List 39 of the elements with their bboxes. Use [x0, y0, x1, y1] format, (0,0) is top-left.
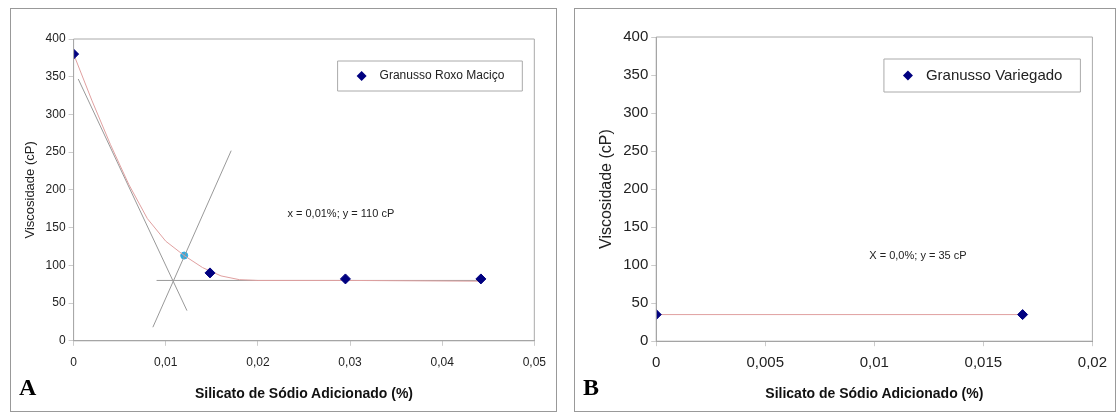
x-tick-label: 0,01 [154, 355, 178, 370]
text: B [583, 374, 600, 400]
x-tick-label: 0,05 [522, 355, 547, 370]
y-tick-label: 400 [45, 31, 66, 46]
x-tick-label: 0,01 [859, 353, 889, 371]
y-tick-label: 100 [623, 255, 649, 273]
x-tick-label: 0,03 [338, 355, 363, 370]
x-tick-label: 0,02 [1077, 353, 1107, 371]
annotation: X = 0,0%; y = 35 cP [869, 249, 967, 262]
y-tick-label: 150 [623, 217, 649, 235]
text: A [19, 374, 37, 400]
x-tick-label: 0 [652, 353, 661, 371]
x-axis-title: Silicato de Sódio Adicionado (%) [194, 385, 413, 402]
x-tick-label: 0 [70, 355, 78, 370]
legend-label: Granusso Variegado [925, 65, 1063, 83]
y-tick-label: 250 [623, 141, 649, 159]
y-tick-label: 250 [45, 144, 66, 159]
y-tick-label: 350 [623, 65, 649, 83]
y-tick-label: 0 [58, 333, 66, 348]
y-tick-label: 200 [45, 182, 66, 197]
y-tick-label: 100 [45, 257, 66, 272]
annotation: x = 0,01%; y = 110 cP [287, 207, 395, 220]
x-tick-label: 0,015 [964, 353, 1003, 371]
y-tick-label: 50 [631, 293, 649, 311]
x-tick-label: 0,04 [430, 355, 455, 370]
y-tick-label: 150 [45, 219, 66, 234]
y-tick-label: 200 [623, 179, 649, 197]
y-tick-label: 350 [45, 69, 66, 84]
y-tick-label: 300 [45, 106, 66, 121]
y-axis-title: Viscosidade (cP) [22, 141, 38, 239]
x-tick-label: 0,005 [746, 353, 785, 371]
x-tick-label: 0,02 [246, 355, 270, 370]
y-tick-label: 400 [623, 27, 649, 45]
y-tick-label: 300 [623, 103, 649, 121]
x-axis-title: Silicato de Sódio Adicionado (%) [765, 385, 984, 402]
y-tick-label: 0 [639, 331, 649, 349]
y-axis-title: Viscosidade (cP) [597, 129, 615, 249]
legend-label: Granusso Roxo Maciço [379, 68, 505, 83]
y-tick-label: 50 [52, 295, 66, 310]
